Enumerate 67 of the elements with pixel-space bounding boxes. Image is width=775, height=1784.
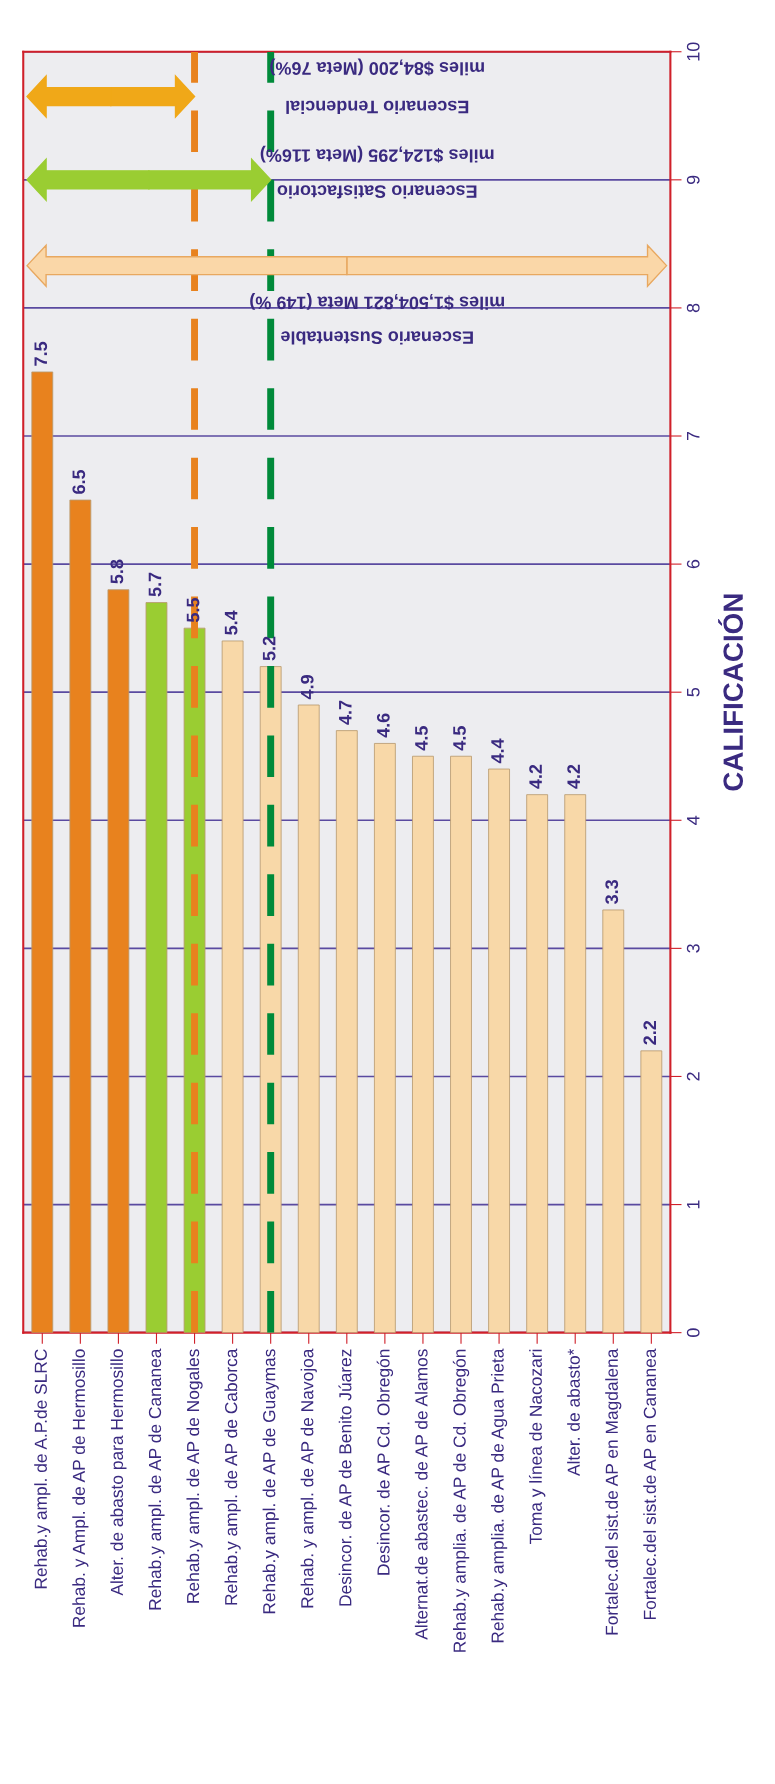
y-tick-label: 1 (687, 1200, 700, 1209)
annotation: miles $1,504,821 Meta (149 %) (250, 292, 505, 311)
x-tick-label: Rehab.y amplia. de AP de Agua Prieta (490, 1348, 508, 1643)
bar (450, 755, 472, 1333)
data-label: 3.3 (605, 879, 619, 904)
x-tick-label: Rehab. y Ampl. de AP de Hermosillo (72, 1349, 89, 1627)
data-label: 5.8 (110, 559, 124, 584)
bar (373, 743, 396, 1333)
bar (602, 909, 625, 1333)
data-label: 5.2 (262, 636, 276, 661)
annotation: miles $84,200 (Meta 76%) (270, 58, 484, 76)
x-tick-label: Desincor. de AP Cd. Obregón (376, 1349, 394, 1575)
bar (107, 589, 130, 1333)
x-tick-label: Rehab.y ampl. de AP de Nogales (186, 1349, 203, 1603)
x-tick-label: Rehab.y ampl. de AP de Caborca (224, 1348, 241, 1605)
bar (69, 499, 92, 1333)
data-label: 5.5 (186, 597, 200, 623)
data-label: 4.4 (491, 738, 504, 764)
data-label: 4.2 (529, 764, 542, 789)
bar (526, 794, 549, 1333)
data-label: 4.5 (453, 726, 466, 751)
y-tick-label: 8 (686, 303, 700, 313)
x-tick-label: Alternat.de abastec. de AP de Alamos (414, 1349, 428, 1640)
annotation: miles $124,295 (Meta 116%) (260, 145, 494, 163)
bar (31, 371, 54, 1333)
y-tick-label: 2 (686, 1072, 700, 1081)
x-tick-label: Alter. de abasto* (567, 1348, 580, 1476)
bar (412, 755, 434, 1333)
y-tick-label: 5 (687, 687, 700, 697)
data-label: 4.2 (567, 764, 580, 789)
bar (221, 640, 244, 1333)
x-tick-label: Fortalec.del sist.de AP en Cananea (643, 1348, 656, 1620)
x-tick-label: Rehab.y ampl. de A.P.de SLRC (34, 1349, 51, 1589)
y-tick-label: 3 (686, 944, 700, 953)
data-label: 4.5 (415, 726, 428, 751)
bar (564, 794, 587, 1333)
x-tick-label: Rehab.y ampl. de AP de Guaymas (262, 1349, 279, 1614)
bar (488, 768, 510, 1333)
y-tick-label: 7 (687, 431, 700, 441)
data-label: 4.6 (376, 713, 390, 738)
y-tick-label: 0 (686, 1328, 700, 1337)
data-label: 5.4 (224, 610, 238, 635)
y-tick-label: 9 (686, 175, 700, 184)
data-label: 2.2 (643, 1020, 657, 1045)
annotation: Escenario Satisfactorio (277, 185, 477, 199)
annotation: Escenario Tendencial (286, 100, 469, 114)
x-tick-label: Rehab.y amplia. de AP de Cd. Obregón (452, 1349, 470, 1652)
bar (145, 602, 168, 1333)
y-tick-label: 4 (687, 815, 700, 825)
x-tick-label: Fortalec.del sist.de AP en Magdalena (605, 1348, 622, 1635)
y-tick-label: 6 (686, 559, 700, 569)
x-tick-label: Toma y línea de Nacozari (528, 1349, 546, 1545)
bar (335, 730, 358, 1333)
x-tick-label: Rehab.y ampl. de AP de Cananea (148, 1348, 165, 1610)
annotation: Escenario Sustentable (281, 331, 473, 345)
data-label: 4.9 (300, 675, 314, 700)
y-tick-label: 10 (686, 42, 700, 61)
data-label: 6.5 (72, 469, 86, 494)
data-label: 5.7 (148, 572, 162, 597)
bar (640, 1050, 663, 1333)
x-tick-label: Rehab. y ampl. de AP de Navojoa (300, 1348, 317, 1608)
x-tick-label: Alter. de abasto para Hermosillo (110, 1349, 127, 1596)
data-label: 4.7 (339, 700, 352, 725)
y-axis-title: CALIFICACIÓN (718, 594, 744, 791)
data-label: 7.5 (34, 341, 48, 366)
x-tick-label: Desincor. de AP de Benito Júarez (338, 1349, 352, 1606)
bar (297, 704, 320, 1333)
